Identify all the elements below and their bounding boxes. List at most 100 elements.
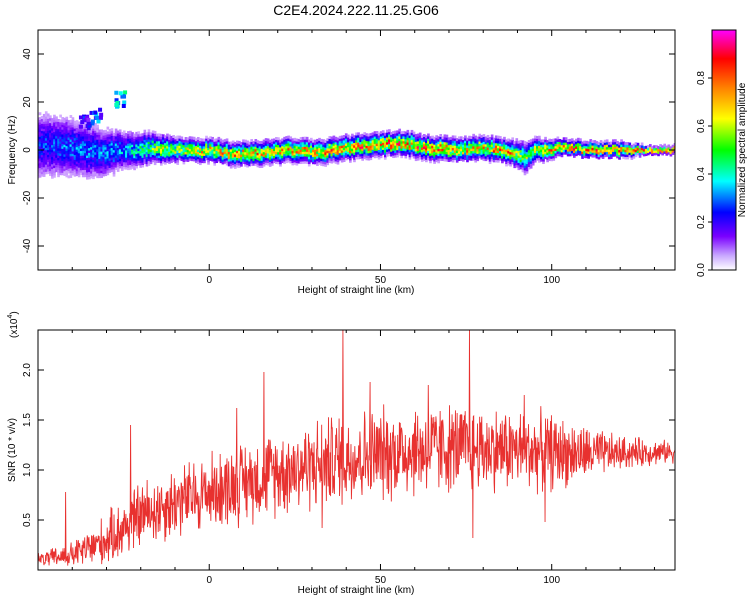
heatmap-cell xyxy=(394,145,397,149)
heatmap-cell xyxy=(166,135,169,139)
heatmap-cell xyxy=(108,169,112,173)
heatmap-cell xyxy=(108,155,112,159)
heatmap-cell xyxy=(106,172,110,176)
heatmap-cell xyxy=(207,140,210,144)
heatmap-cell xyxy=(433,148,436,152)
heatmap-cell xyxy=(98,160,101,164)
heatmap-cell xyxy=(65,131,69,135)
heatmap-cell xyxy=(213,155,217,159)
heatmap-cell xyxy=(484,136,488,140)
heatmap-cell xyxy=(420,149,424,153)
heatmap-cell xyxy=(71,160,75,164)
colorbar-tick-label: 0.6 xyxy=(696,119,707,133)
heatmap-cell xyxy=(104,144,108,148)
heatmap-cell xyxy=(326,138,330,142)
heatmap-cell xyxy=(94,166,97,170)
heatmap-cell xyxy=(478,145,482,149)
heatmap-cell xyxy=(554,145,558,149)
heatmap-cell xyxy=(71,131,75,135)
heatmap-cell xyxy=(145,134,149,138)
heatmap-cell xyxy=(170,145,173,149)
heatmap-cell xyxy=(221,156,225,160)
heatmap-cell xyxy=(129,135,132,139)
heatmap-cell xyxy=(67,165,71,169)
heatmap-cell xyxy=(501,138,504,142)
heatmap-cell xyxy=(400,138,404,142)
heatmap-cell xyxy=(285,143,288,147)
heatmap-cell xyxy=(231,152,235,156)
heatmap-cell xyxy=(435,135,438,139)
heatmap-cell xyxy=(344,140,348,144)
heatmap-cell xyxy=(439,138,443,142)
heatmap-cell xyxy=(162,160,165,164)
heatmap-cell xyxy=(620,144,623,148)
heatmap-cell xyxy=(174,136,178,140)
heatmap-cell xyxy=(59,143,62,147)
heatmap-cell xyxy=(383,132,387,136)
heatmap-cell xyxy=(122,130,126,134)
heatmap-cell xyxy=(297,150,301,154)
heatmap-cell xyxy=(79,138,83,142)
heatmap-cell xyxy=(67,141,71,145)
heatmap-cell xyxy=(81,126,85,130)
heatmap-cell xyxy=(486,151,490,155)
heatmap-cell xyxy=(77,138,81,142)
heatmap-cell xyxy=(447,146,451,150)
heatmap-cell xyxy=(55,164,58,168)
heatmap-cell xyxy=(44,123,48,127)
heatmap-cell xyxy=(507,157,510,161)
heatmap-cell xyxy=(53,131,56,135)
heatmap-cell xyxy=(425,144,428,148)
heatmap-cell xyxy=(61,157,64,161)
heatmap-cell xyxy=(404,141,408,145)
heatmap-cell xyxy=(418,151,422,155)
heatmap-cell xyxy=(279,151,282,155)
heatmap-cell xyxy=(94,127,97,131)
heatmap-cell xyxy=(92,156,95,160)
heatmap-cell xyxy=(44,111,48,115)
heatmap-cell xyxy=(517,145,521,149)
heatmap-cell xyxy=(478,136,482,140)
heatmap-cell xyxy=(394,140,397,144)
heatmap-cell xyxy=(591,147,595,151)
heatmap-cell xyxy=(375,138,379,142)
heatmap-cell xyxy=(196,153,200,157)
heatmap-cell xyxy=(49,141,52,145)
heatmap-cell xyxy=(351,145,354,149)
heatmap-cell xyxy=(254,148,258,152)
heatmap-cell xyxy=(83,133,87,137)
spectrogram-y-tick-label: 40 xyxy=(22,48,33,60)
heatmap-cell xyxy=(299,139,303,143)
heatmap-cell xyxy=(597,149,601,153)
heatmap-cell xyxy=(225,150,229,154)
heatmap-cell xyxy=(73,120,77,124)
heatmap-cell xyxy=(375,150,379,154)
heatmap-cell xyxy=(92,171,95,175)
heatmap-cell xyxy=(332,142,336,146)
heatmap-cell xyxy=(437,148,441,152)
heatmap-cell xyxy=(110,142,114,146)
heatmap-outlier-cell xyxy=(115,100,120,105)
heatmap-cell xyxy=(53,167,56,171)
heatmap-cell xyxy=(416,143,420,147)
heatmap-cell xyxy=(377,151,381,155)
heatmap-cell xyxy=(162,158,165,162)
heatmap-cell xyxy=(104,161,108,165)
heatmap-cell xyxy=(149,146,153,150)
heatmap-cell xyxy=(433,156,436,160)
heatmap-cell xyxy=(392,143,395,147)
heatmap-cell xyxy=(597,156,601,160)
heatmap-cell xyxy=(51,120,54,124)
heatmap-cell xyxy=(42,159,46,163)
heatmap-cell xyxy=(336,139,340,143)
heatmap-cell xyxy=(40,140,44,144)
heatmap-cell xyxy=(517,155,521,159)
heatmap-cell xyxy=(153,159,157,163)
heatmap-cell xyxy=(601,155,605,159)
heatmap-cell xyxy=(100,141,104,145)
heatmap-cell xyxy=(61,155,64,159)
heatmap-cell xyxy=(83,171,87,175)
heatmap-cell xyxy=(71,150,75,154)
heatmap-cell xyxy=(601,153,605,157)
heatmap-cell xyxy=(406,146,410,150)
